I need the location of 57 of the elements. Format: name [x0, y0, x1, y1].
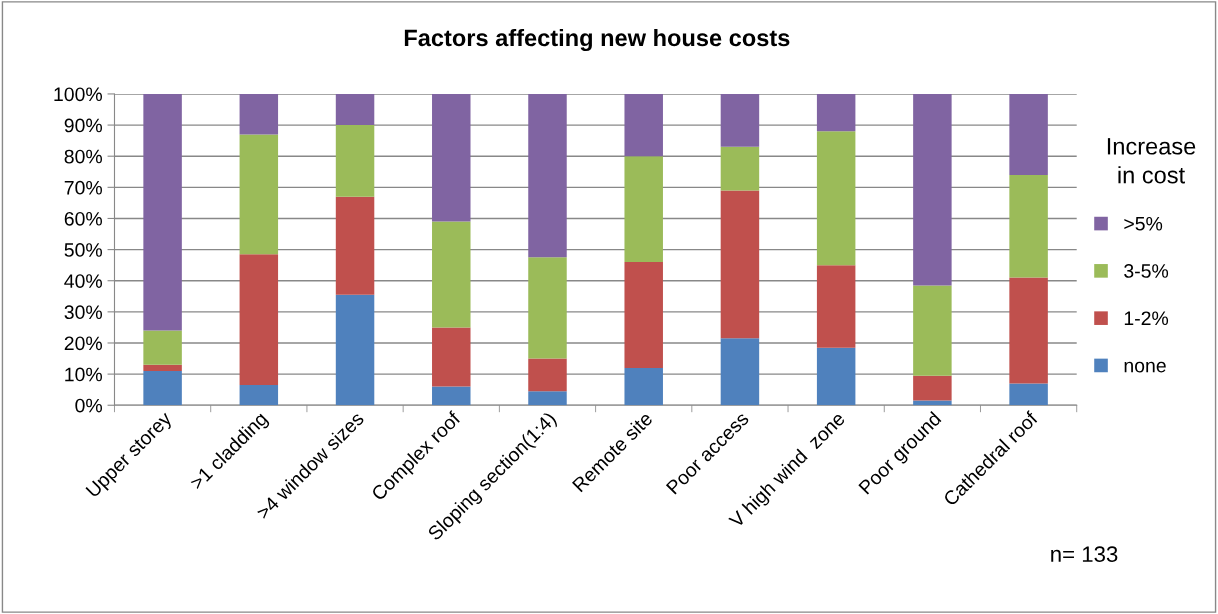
- bar: [432, 221, 471, 328]
- bar: [816, 265, 856, 348]
- bar: [720, 338, 760, 406]
- y-tick-label: 0%: [75, 398, 102, 413]
- bar: [432, 386, 471, 406]
- y-tick-label: 40%: [64, 274, 102, 288]
- y-tick-label: 60%: [64, 211, 102, 226]
- bar: [624, 156, 663, 263]
- legend-label: 1-2%: [1124, 311, 1169, 326]
- bar: [1009, 93, 1048, 175]
- bar: [913, 285, 952, 376]
- bar: [816, 93, 856, 132]
- bar: [913, 93, 952, 286]
- bar: [239, 134, 279, 255]
- y-tick-label: 100%: [54, 87, 102, 102]
- bar: [913, 375, 952, 401]
- bar: [239, 254, 279, 386]
- bar: [528, 93, 567, 258]
- y-tick-label: 20%: [64, 336, 102, 351]
- bar: [528, 257, 567, 359]
- bar: [432, 93, 471, 222]
- bar: [335, 93, 375, 126]
- bar: [143, 364, 182, 371]
- bar: [624, 367, 663, 406]
- y-tick-label: 80%: [64, 149, 102, 164]
- y-tick-label: 90%: [64, 118, 102, 133]
- y-tick-label: 30%: [64, 305, 102, 320]
- bar: [720, 93, 760, 147]
- bar: [239, 385, 279, 406]
- bar: [335, 125, 375, 197]
- bar: [720, 146, 760, 191]
- bar: [528, 358, 567, 392]
- bar: [143, 371, 182, 406]
- bar: [239, 93, 279, 135]
- y-tick-label: 50%: [64, 243, 102, 257]
- bar: [624, 93, 663, 157]
- y-tick-label: 70%: [64, 180, 102, 195]
- legend-title: Increase in cost: [1107, 138, 1196, 184]
- legend-label: >5%: [1124, 216, 1163, 231]
- legend-label: 3-5%: [1124, 264, 1169, 278]
- bar: [143, 330, 182, 365]
- bar: [816, 347, 856, 406]
- y-tick-label: 10%: [65, 367, 102, 382]
- bar: [432, 327, 471, 387]
- bar: [624, 262, 663, 368]
- bar: [528, 391, 567, 406]
- bar: [720, 190, 760, 339]
- text: n= 133: [1051, 546, 1118, 563]
- chart-title: Factors affecting new house costs: [404, 28, 790, 52]
- bar: [816, 131, 856, 266]
- bar: [1009, 174, 1048, 278]
- bar: [335, 196, 375, 295]
- legend-label: none: [1124, 361, 1166, 373]
- bar: [1009, 383, 1048, 406]
- bar: [335, 294, 375, 406]
- bar: [1009, 277, 1048, 384]
- bar: [143, 93, 182, 331]
